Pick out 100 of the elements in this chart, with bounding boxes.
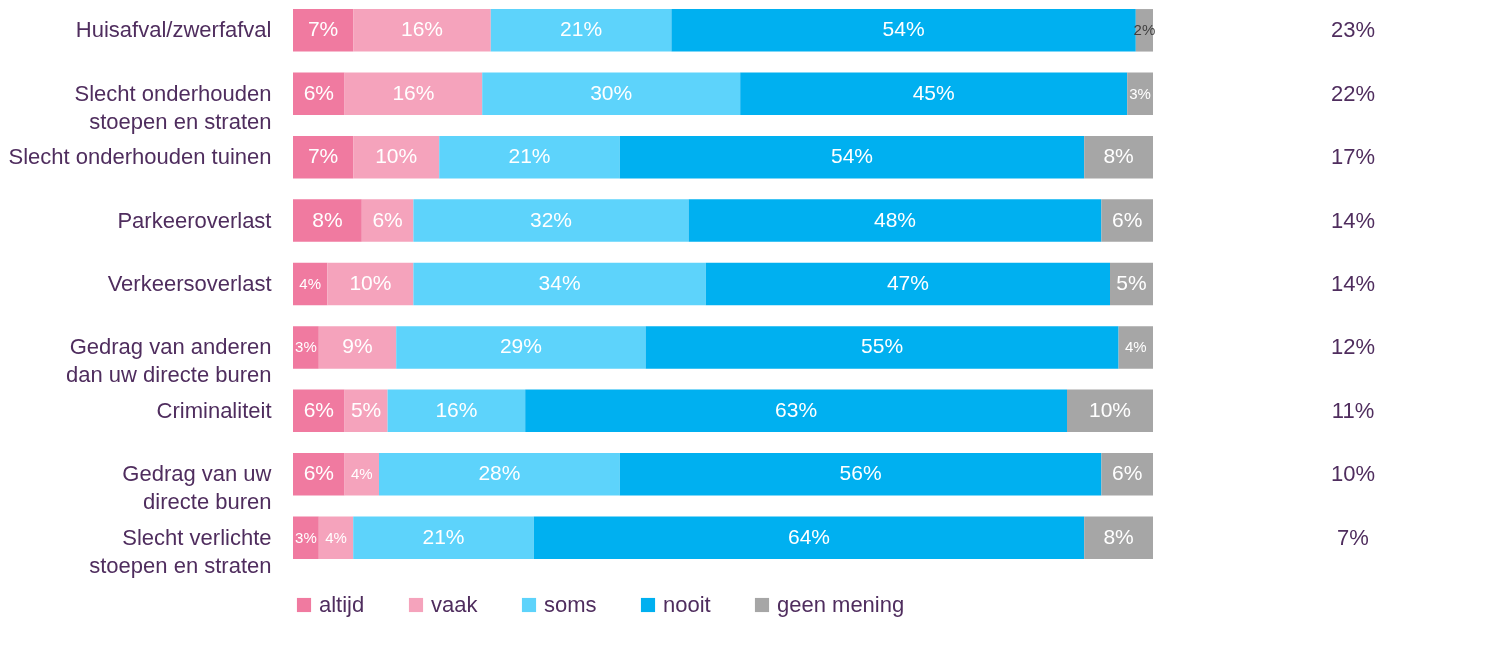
legend-label: vaak <box>431 592 479 617</box>
bar <box>1084 516 1153 559</box>
data-label: 4% <box>325 528 347 546</box>
y-tick-label: Slecht verlichte stoepen en straten <box>89 524 272 578</box>
bar <box>1101 453 1153 496</box>
data-label: 47% <box>886 271 929 294</box>
data-label: 9% <box>342 334 373 358</box>
bar <box>379 453 620 496</box>
data-label: 30% <box>590 80 633 104</box>
data-label: 7% <box>307 144 339 168</box>
text: 11% <box>1331 397 1375 423</box>
text: 14% <box>1330 271 1376 296</box>
data-label: 8% <box>1103 144 1134 168</box>
bar <box>327 262 414 306</box>
data-label: 10% <box>375 144 418 168</box>
data-label: 4% <box>1124 338 1147 356</box>
data-label: 16% <box>392 80 435 104</box>
y-tick-label: Gedrag van uw directe buren <box>122 461 272 515</box>
data-label: 6% <box>303 461 334 485</box>
bar <box>293 326 319 369</box>
text: 22% <box>1330 80 1376 106</box>
data-label: 3% <box>1129 84 1151 102</box>
data-label: 56% <box>839 461 882 485</box>
bar <box>293 453 345 496</box>
bar <box>439 135 620 179</box>
data-label: 21% <box>422 524 465 548</box>
data-label: 6% <box>1112 461 1143 485</box>
data-label: 54% <box>882 17 925 41</box>
y-tick-label: Slecht onderhouden stoepen en straten <box>74 80 272 134</box>
y-tick-label: Slecht onderhouden tuinen <box>8 144 272 170</box>
bar <box>1084 135 1153 179</box>
bar <box>688 199 1102 242</box>
data-label: 3% <box>295 528 317 546</box>
bar <box>413 262 706 306</box>
bar <box>619 135 1085 179</box>
bar <box>533 516 1085 559</box>
bar <box>318 326 397 369</box>
bar <box>344 72 483 115</box>
data-label: 21% <box>508 144 551 168</box>
data-label: 16% <box>400 17 444 41</box>
bar <box>293 199 362 242</box>
data-label: 54% <box>830 144 874 168</box>
data-label: 16% <box>435 397 478 421</box>
bar <box>293 135 354 179</box>
text: 10% <box>1330 461 1376 487</box>
bar <box>293 9 354 52</box>
data-label: 5% <box>350 397 382 421</box>
data-label: 48% <box>873 207 917 231</box>
data-label: 7% <box>307 17 339 41</box>
data-label: 3% <box>295 338 317 356</box>
bar <box>353 516 534 559</box>
bar <box>1118 326 1153 369</box>
data-label: 6% <box>1112 207 1143 231</box>
data-label: 4% <box>350 465 373 483</box>
bar <box>353 135 440 179</box>
bar <box>396 326 646 369</box>
y-tick-label: Parkeeroverlast <box>117 207 272 233</box>
bar <box>387 389 526 433</box>
bar <box>490 9 672 52</box>
bar <box>413 199 689 242</box>
data-label: 21% <box>560 17 603 41</box>
text: 7% <box>1337 524 1369 550</box>
data-label: 8% <box>1103 524 1134 548</box>
text: 14% <box>1330 207 1376 233</box>
data-label: 6% <box>303 80 334 104</box>
bar <box>1127 72 1153 115</box>
data-label: 10% <box>349 271 392 294</box>
data-label: 5% <box>1116 271 1147 294</box>
data-label: 4% <box>299 275 322 292</box>
data-label: 63% <box>775 397 818 421</box>
data-label: 29% <box>499 334 542 358</box>
bar <box>1067 389 1153 433</box>
legend-label: altijd <box>319 592 365 617</box>
bar <box>740 72 1128 115</box>
bar <box>318 516 354 559</box>
data-label: 64% <box>787 524 831 548</box>
bar <box>353 9 491 52</box>
data-label: 6% <box>372 207 403 231</box>
y-tick-label: Huisafval/zwerfafval <box>75 17 272 43</box>
bar <box>645 326 1119 369</box>
data-label: 34% <box>538 271 581 294</box>
bar <box>619 453 1102 496</box>
y-tick-label: Criminaliteit <box>156 397 272 423</box>
bar <box>705 262 1110 306</box>
bar <box>671 9 1136 52</box>
data-label: 28% <box>478 461 521 485</box>
data-label: 8% <box>312 207 343 231</box>
data-label: 55% <box>861 334 904 358</box>
text: 17% <box>1330 144 1376 170</box>
bar <box>293 516 319 559</box>
data-label: 10% <box>1088 397 1132 421</box>
bar <box>344 453 379 496</box>
bar <box>1101 199 1153 242</box>
data-label: 6% <box>303 397 334 421</box>
bar <box>482 72 741 115</box>
text: 12% <box>1330 334 1376 360</box>
y-tick-label: Gedrag van anderen dan uw directe buren <box>66 334 272 388</box>
legend-label: soms <box>544 592 597 617</box>
bar <box>525 389 1067 433</box>
data-label: 45% <box>912 80 955 104</box>
